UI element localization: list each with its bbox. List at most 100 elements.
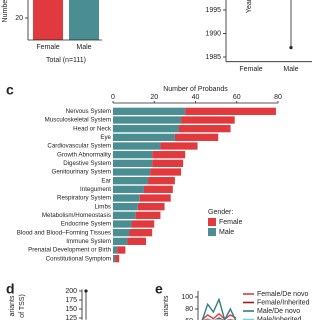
x-axis-title: Total (n=111) <box>46 57 86 64</box>
bar-segment <box>113 185 144 193</box>
legend-title: Gender: <box>208 209 233 216</box>
bar-segment <box>139 194 171 202</box>
bar-segment <box>143 185 173 193</box>
bar-segment <box>152 159 184 167</box>
bar-segment <box>113 255 116 263</box>
bar <box>33 0 63 40</box>
bar-segment <box>117 246 126 254</box>
bar-segment <box>113 151 153 159</box>
y-tick-label: Prenatal Development or Birth <box>28 247 111 254</box>
x-tick-label: Female <box>239 66 262 73</box>
bar-segment <box>129 229 153 237</box>
y-tick-label: Cardiovascular System <box>47 143 111 150</box>
bar-segment <box>150 168 182 176</box>
y-tick-label: 1990 <box>205 30 221 37</box>
y-tick-label: Nervous System <box>66 108 111 115</box>
legend-swatch <box>208 218 216 226</box>
y-tick-label: Head or Neck <box>73 125 112 132</box>
legend-label: Female <box>219 219 242 226</box>
bar-segment <box>113 203 138 211</box>
legend-label: Female/Inherited <box>257 299 310 306</box>
bar-segment <box>115 255 120 263</box>
bar-segment <box>113 168 151 176</box>
bar-segment <box>152 151 186 159</box>
bar-segment <box>113 246 118 254</box>
bar-segment <box>135 211 161 219</box>
bar-segment <box>113 229 130 237</box>
y-tick-label: 1995 <box>205 7 221 14</box>
y-axis-title: of TSS) <box>19 294 26 318</box>
y-tick-label: Musculoskeletal System <box>45 117 111 124</box>
bar-segment <box>127 237 146 245</box>
x-tick-label: 20 <box>150 94 158 101</box>
point <box>289 46 293 50</box>
bar-segment <box>113 177 149 185</box>
y-tick-label: Eye <box>100 134 111 141</box>
x-tick-label: 80 <box>274 94 282 101</box>
bar-segment <box>113 107 186 115</box>
bar-segment <box>137 203 165 211</box>
bar-segment <box>113 237 128 245</box>
y-tick-label: 100 <box>181 294 193 301</box>
x-tick-label: 60 <box>233 94 241 101</box>
y-axis-title: Number <box>2 0 9 22</box>
y-tick-label: 150 <box>65 306 77 313</box>
bar-segment <box>113 194 140 202</box>
y-axis-title: ariants <box>163 295 170 317</box>
x-tick-label: Female <box>36 44 59 51</box>
y-tick-label: Respiratory System <box>57 195 111 202</box>
bar-segment <box>160 142 198 150</box>
y-tick-label: Ear <box>101 177 111 184</box>
bar-segment <box>113 116 182 124</box>
y-tick-label: 175 <box>65 297 77 304</box>
panel-label: d <box>6 281 15 297</box>
panel-label: e <box>155 281 163 297</box>
bar-segment <box>113 211 136 219</box>
line <box>201 297 237 320</box>
y-tick-label: Limbs <box>94 203 111 210</box>
bar <box>69 0 99 41</box>
y-tick-label: Digestive System <box>63 160 111 167</box>
y-tick-label: 80 <box>185 306 193 313</box>
y-tick-label: Constitutional Symptom <box>46 255 111 262</box>
bar-segment <box>113 142 161 150</box>
bar-segment <box>181 116 235 124</box>
legend-label: Female/De novo <box>257 291 308 298</box>
bar-segment <box>174 133 219 141</box>
y-tick-label: Integument <box>80 186 111 193</box>
panel-label: c <box>6 82 14 98</box>
bar-segment <box>185 107 276 115</box>
y-tick-label: Growth Abnormality <box>57 151 112 158</box>
y-axis-title: Year <box>246 0 253 13</box>
line <box>201 312 237 320</box>
x-tick-label: 0 <box>111 94 115 101</box>
bar-segment <box>113 220 132 228</box>
y-tick-label: 200 <box>65 288 77 295</box>
bar-segment <box>113 159 153 167</box>
x-axis-title: Number of Probands <box>163 86 228 93</box>
y-tick-label: 1985 <box>205 54 221 61</box>
y-tick-label: Genitourinary System <box>52 169 112 176</box>
bar-segment <box>131 220 155 228</box>
bar-segment <box>179 125 231 133</box>
x-tick-label: 40 <box>192 94 200 101</box>
bar-segment <box>113 133 175 141</box>
bar-segment <box>113 125 179 133</box>
legend-label: Male <box>219 229 234 236</box>
y-tick-label: 60 <box>185 318 193 320</box>
point <box>84 289 88 293</box>
x-tick-label: Male <box>76 44 91 51</box>
bar-segment <box>148 177 175 185</box>
legend-swatch <box>208 228 216 236</box>
y-axis-title: ariants <box>9 295 16 317</box>
y-tick-label: Endocrine System <box>61 221 111 228</box>
x-tick-label: Male <box>283 66 298 73</box>
y-tick-label: Blood and Blood–Forming Tissues <box>17 229 111 236</box>
y-tick-label: Immune System <box>66 238 111 245</box>
legend-label: Male/Inherited <box>257 316 301 320</box>
legend-label: Male/De novo <box>257 308 300 315</box>
y-tick-label: Metabolism/Homeostasis <box>42 212 111 219</box>
y-tick-label: 20 <box>15 15 23 22</box>
y-tick-label: 125 <box>65 315 77 320</box>
